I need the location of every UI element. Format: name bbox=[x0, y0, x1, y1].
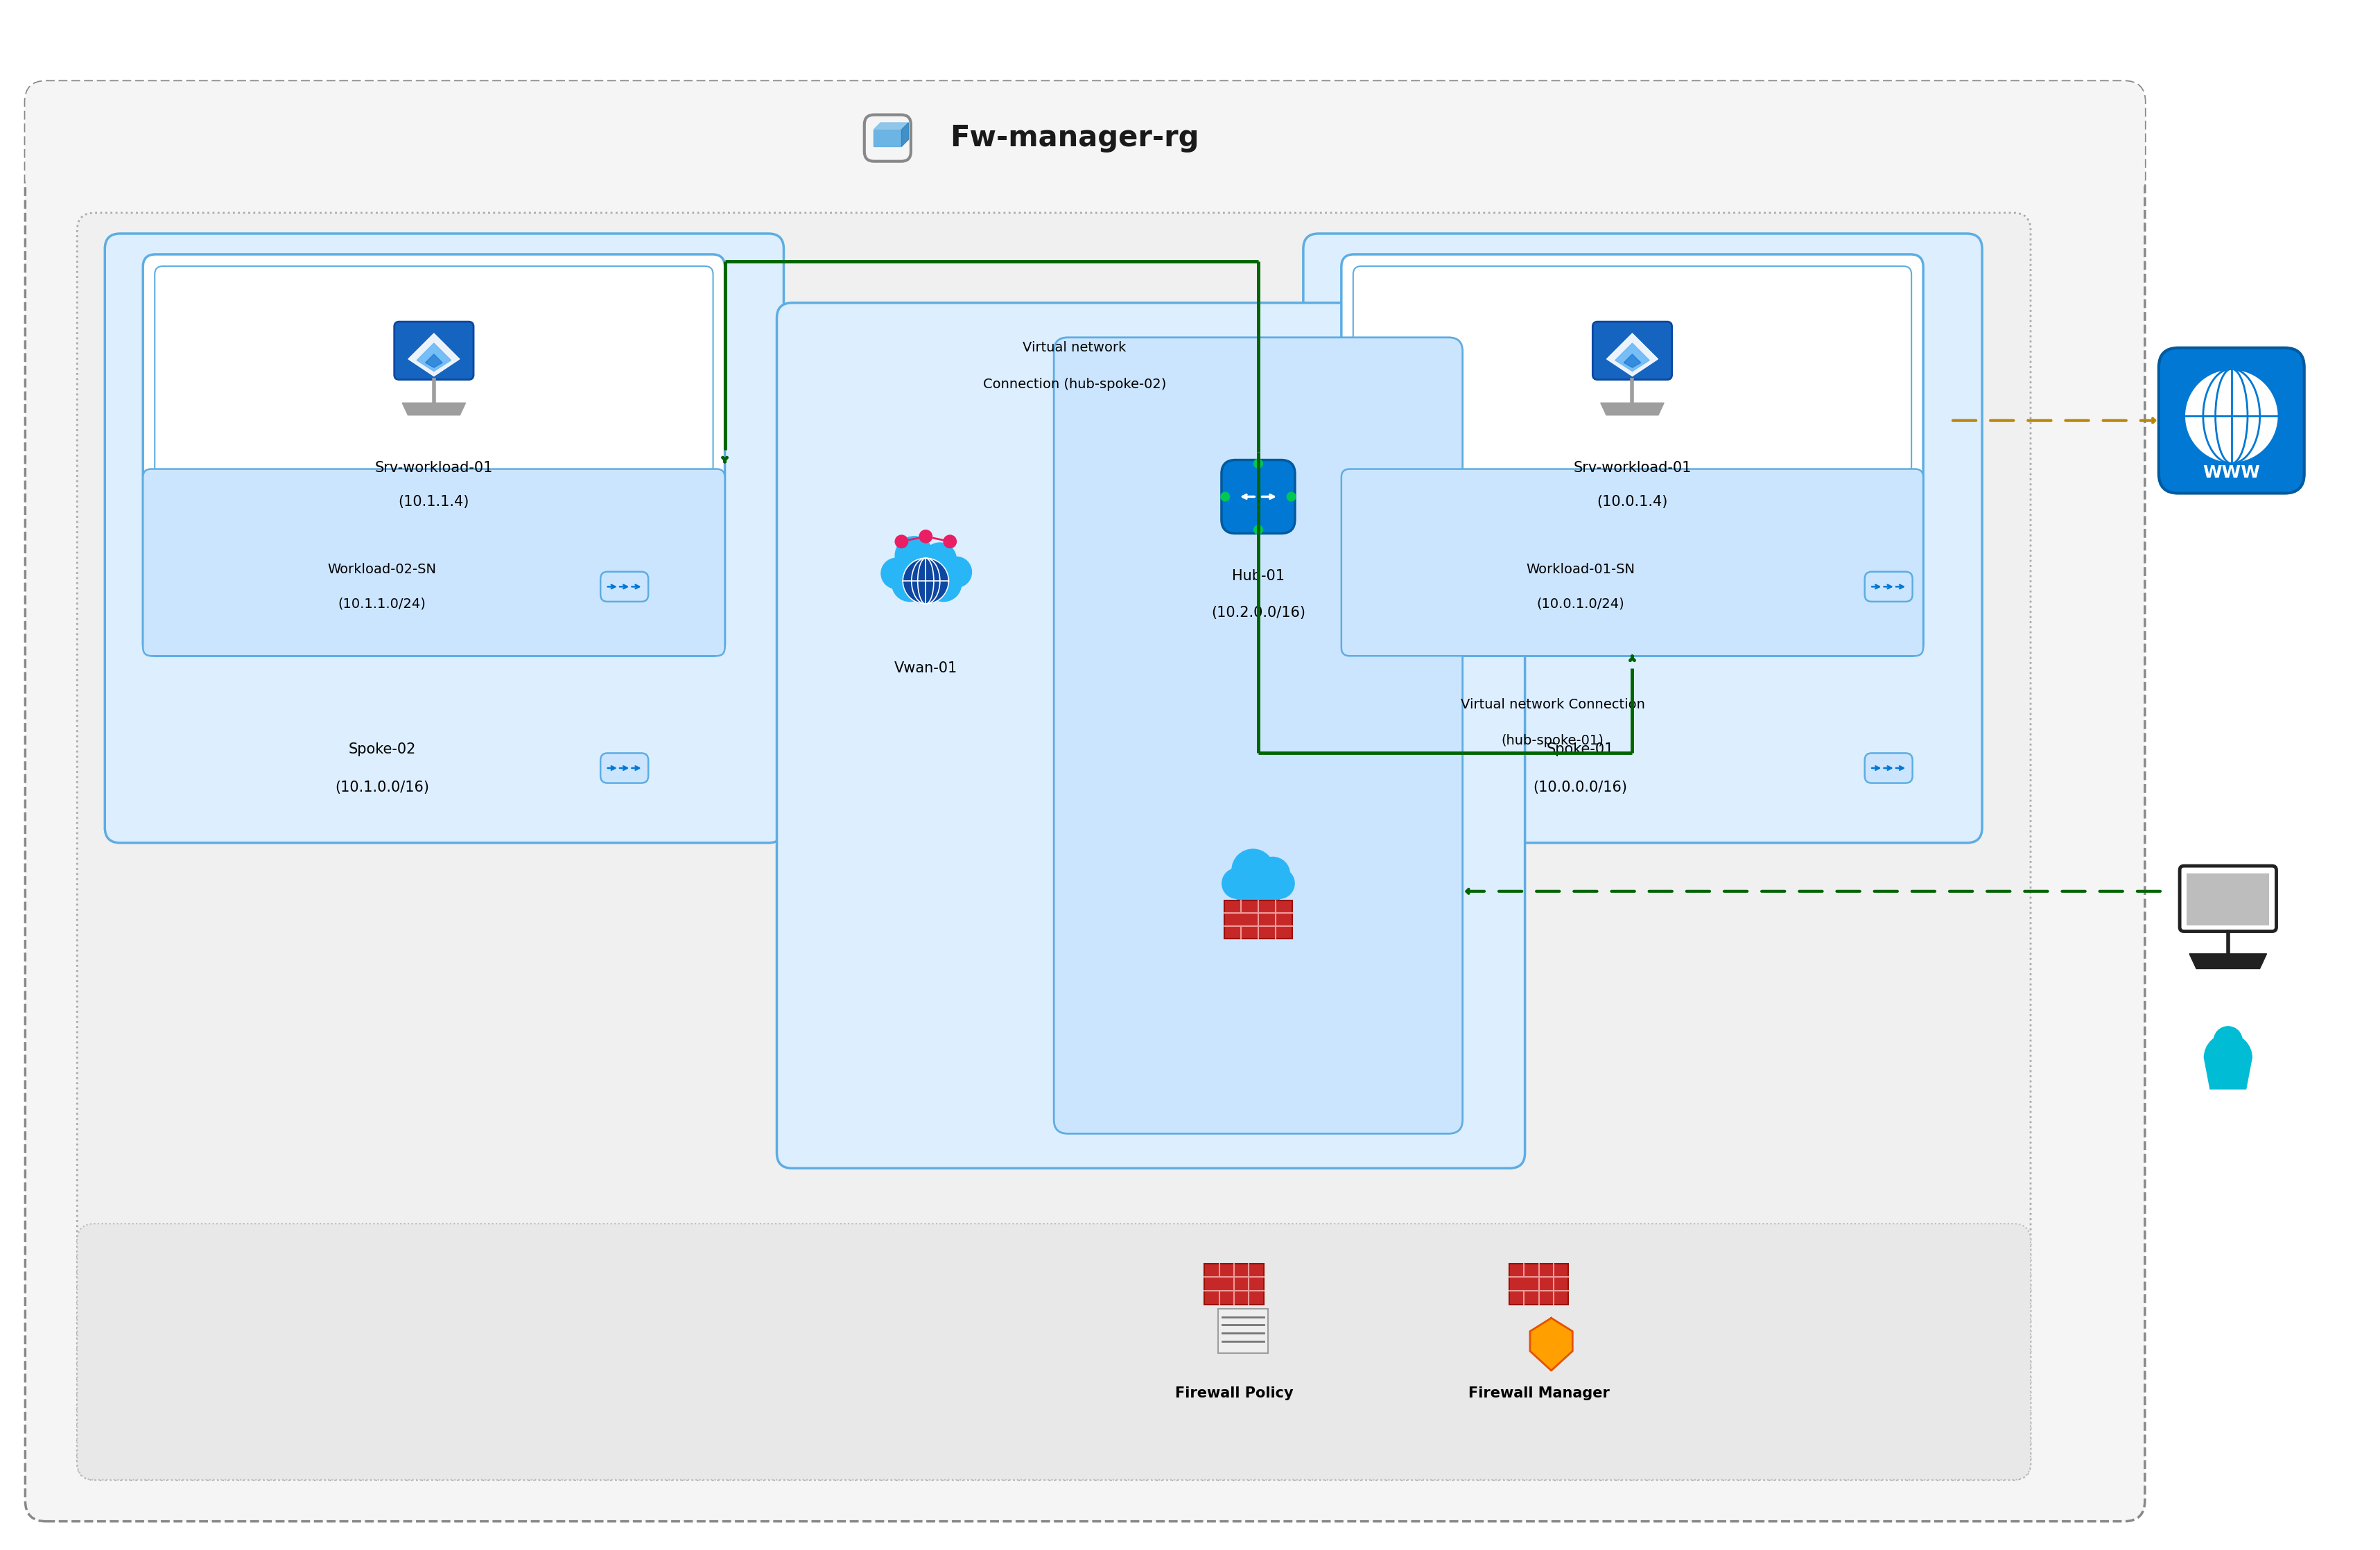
Text: (10.0.1.0/24): (10.0.1.0/24) bbox=[1537, 597, 1623, 611]
Wedge shape bbox=[2204, 1034, 2251, 1057]
Circle shape bbox=[1233, 849, 1273, 891]
Circle shape bbox=[1257, 857, 1290, 891]
Text: Workload-01-SN: Workload-01-SN bbox=[1526, 563, 1635, 577]
FancyBboxPatch shape bbox=[2180, 866, 2275, 932]
Circle shape bbox=[2185, 369, 2278, 463]
Circle shape bbox=[881, 558, 912, 589]
Polygon shape bbox=[2204, 1057, 2251, 1090]
Text: Spoke-02: Spoke-02 bbox=[347, 742, 416, 756]
Polygon shape bbox=[409, 333, 459, 377]
Circle shape bbox=[942, 535, 957, 547]
FancyBboxPatch shape bbox=[76, 212, 2030, 1480]
Text: (10.2.0.0/16): (10.2.0.0/16) bbox=[1211, 606, 1304, 620]
Circle shape bbox=[1233, 862, 1283, 911]
Polygon shape bbox=[416, 343, 450, 372]
Polygon shape bbox=[873, 122, 909, 130]
FancyBboxPatch shape bbox=[26, 81, 2144, 198]
Circle shape bbox=[940, 556, 971, 587]
Circle shape bbox=[926, 566, 962, 601]
Circle shape bbox=[1264, 868, 1295, 899]
Polygon shape bbox=[1530, 1318, 1573, 1370]
Circle shape bbox=[1254, 525, 1264, 535]
Circle shape bbox=[2213, 1026, 2242, 1056]
FancyBboxPatch shape bbox=[2159, 347, 2304, 493]
Text: (10.0.1.4): (10.0.1.4) bbox=[1597, 496, 1668, 508]
FancyBboxPatch shape bbox=[105, 234, 783, 843]
Circle shape bbox=[895, 535, 907, 547]
Circle shape bbox=[895, 536, 933, 575]
FancyBboxPatch shape bbox=[1864, 753, 1914, 783]
Circle shape bbox=[1254, 459, 1264, 468]
FancyBboxPatch shape bbox=[600, 753, 647, 783]
Polygon shape bbox=[1606, 333, 1659, 377]
Polygon shape bbox=[2190, 953, 2266, 969]
Text: Firewall Manager: Firewall Manager bbox=[1468, 1386, 1609, 1400]
Polygon shape bbox=[1616, 343, 1649, 372]
Bar bbox=[2187, 874, 2271, 925]
Text: (10.0.0.0/16): (10.0.0.0/16) bbox=[1533, 781, 1628, 795]
Circle shape bbox=[904, 550, 952, 598]
Polygon shape bbox=[873, 130, 902, 146]
Text: (hub-spoke-01): (hub-spoke-01) bbox=[1502, 733, 1604, 747]
Text: WWW: WWW bbox=[2204, 465, 2261, 480]
FancyBboxPatch shape bbox=[1342, 254, 1923, 656]
FancyBboxPatch shape bbox=[1054, 338, 1464, 1133]
FancyBboxPatch shape bbox=[1221, 460, 1295, 533]
FancyBboxPatch shape bbox=[600, 572, 647, 601]
Circle shape bbox=[902, 558, 950, 604]
FancyBboxPatch shape bbox=[143, 470, 726, 656]
Text: Workload-02-SN: Workload-02-SN bbox=[328, 563, 436, 577]
Circle shape bbox=[919, 530, 933, 542]
Text: Vwan-01: Vwan-01 bbox=[895, 662, 957, 676]
FancyBboxPatch shape bbox=[26, 81, 2144, 1522]
FancyBboxPatch shape bbox=[1592, 322, 1671, 380]
FancyBboxPatch shape bbox=[776, 302, 1526, 1169]
Polygon shape bbox=[902, 122, 909, 146]
FancyBboxPatch shape bbox=[1342, 470, 1923, 656]
Text: Fw-manager-rg: Fw-manager-rg bbox=[950, 124, 1200, 152]
FancyBboxPatch shape bbox=[155, 267, 714, 645]
Polygon shape bbox=[1602, 403, 1664, 415]
Text: Srv-workload-01: Srv-workload-01 bbox=[1573, 460, 1692, 474]
FancyBboxPatch shape bbox=[395, 322, 474, 380]
Text: Connection (hub-spoke-02): Connection (hub-spoke-02) bbox=[983, 378, 1166, 391]
Bar bbox=[1219, 1308, 1269, 1353]
Text: Virtual network Connection: Virtual network Connection bbox=[1461, 698, 1645, 711]
Bar bbox=[1509, 1263, 1568, 1305]
Text: Hub-01: Hub-01 bbox=[1233, 569, 1285, 583]
Text: Spoke-01: Spoke-01 bbox=[1547, 742, 1614, 756]
Text: (10.1.1.4): (10.1.1.4) bbox=[397, 496, 469, 508]
Bar bbox=[1204, 1263, 1264, 1305]
Text: Virtual network: Virtual network bbox=[1023, 341, 1126, 355]
FancyBboxPatch shape bbox=[1864, 572, 1914, 601]
FancyBboxPatch shape bbox=[143, 254, 726, 656]
Polygon shape bbox=[1623, 353, 1640, 367]
FancyBboxPatch shape bbox=[1304, 234, 1983, 843]
FancyBboxPatch shape bbox=[1354, 267, 1911, 645]
Circle shape bbox=[1221, 868, 1252, 899]
Text: Srv-workload-01: Srv-workload-01 bbox=[374, 460, 493, 474]
Circle shape bbox=[1221, 493, 1230, 501]
Text: (10.1.0.0/16): (10.1.0.0/16) bbox=[336, 781, 428, 795]
Text: (10.1.1.0/24): (10.1.1.0/24) bbox=[338, 597, 426, 611]
Bar bbox=[1223, 901, 1292, 939]
Polygon shape bbox=[402, 403, 466, 415]
Text: Firewall Policy: Firewall Policy bbox=[1176, 1386, 1292, 1400]
Circle shape bbox=[923, 542, 957, 577]
FancyBboxPatch shape bbox=[76, 1223, 2030, 1480]
Circle shape bbox=[1288, 493, 1295, 501]
Circle shape bbox=[892, 566, 928, 601]
Polygon shape bbox=[426, 353, 443, 367]
